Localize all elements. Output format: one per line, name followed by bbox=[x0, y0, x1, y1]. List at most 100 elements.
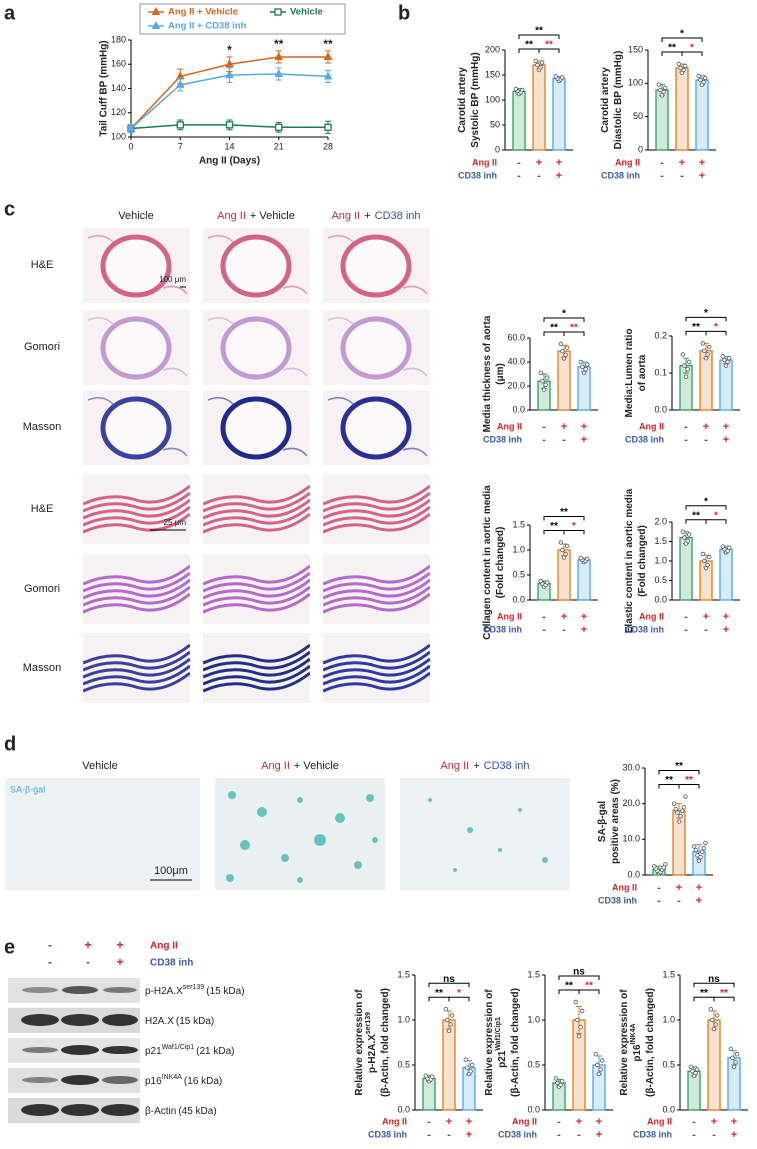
data-point bbox=[540, 379, 545, 384]
data-point bbox=[656, 82, 661, 87]
label-text: Relative expression of bbox=[484, 989, 495, 1096]
sig-bracket bbox=[705, 519, 727, 524]
condition-sign: - bbox=[692, 1116, 696, 1128]
y-tick-label: 100 bbox=[111, 131, 126, 141]
y-tick-label: 0.2 bbox=[654, 330, 667, 340]
data-point bbox=[463, 1057, 468, 1062]
y-tick-label: 200 bbox=[485, 44, 500, 54]
stain-spots bbox=[226, 791, 548, 883]
band-label: H2A.X (15 kDa) bbox=[145, 1016, 214, 1027]
y-tick-label: 0.5 bbox=[512, 569, 525, 579]
data-point bbox=[681, 67, 686, 73]
he-image bbox=[203, 473, 310, 545]
sig-bracket bbox=[678, 784, 700, 789]
marker bbox=[274, 68, 284, 77]
data-point bbox=[701, 79, 706, 85]
condition-sign: + bbox=[556, 157, 562, 169]
condition-label: Ang II bbox=[497, 611, 522, 621]
legend-label: Ang II + Vehicle bbox=[168, 7, 238, 18]
data-point bbox=[692, 844, 697, 849]
scale-label: 25 μm bbox=[164, 518, 187, 527]
y-tick-label: 100 bbox=[485, 94, 500, 104]
sig-label: * bbox=[714, 322, 718, 333]
row-label: H&E bbox=[31, 503, 54, 515]
condition-sign: + bbox=[581, 611, 587, 623]
band-name: β-Actin bbox=[145, 1106, 176, 1117]
condition-sign: + bbox=[116, 938, 123, 952]
sig-label: ** bbox=[700, 988, 708, 999]
y-tick-label: 1.0 bbox=[512, 544, 525, 554]
data-point bbox=[698, 77, 703, 83]
condition-sign: + bbox=[699, 157, 705, 169]
band-sup: INK4A bbox=[162, 1074, 183, 1081]
sig-label: ** bbox=[685, 775, 693, 786]
condition-sign: - bbox=[562, 434, 566, 446]
sig-label: ** bbox=[665, 775, 673, 786]
bar bbox=[552, 77, 566, 151]
condition-sign: - bbox=[517, 157, 521, 169]
y-tick-label: 50 bbox=[490, 119, 500, 129]
data-point bbox=[540, 60, 545, 65]
data-point bbox=[652, 864, 657, 869]
label-text: positive areas (%) bbox=[610, 779, 621, 864]
condition-sign: - bbox=[447, 1129, 451, 1141]
marker bbox=[274, 51, 284, 60]
gomori-image bbox=[323, 310, 430, 385]
data-point bbox=[423, 1073, 428, 1078]
data-point bbox=[703, 840, 708, 846]
y-tick-label: 0.0 bbox=[527, 1104, 540, 1114]
condition-sign: + bbox=[696, 882, 702, 894]
data-point bbox=[707, 554, 712, 560]
condition-sign: - bbox=[692, 1129, 696, 1141]
he-image bbox=[83, 473, 190, 545]
condition-sign: - bbox=[660, 157, 664, 169]
condition-sign: + bbox=[581, 434, 587, 446]
sig-bracket bbox=[448, 996, 470, 1002]
condition-sign: - bbox=[427, 1129, 431, 1141]
condition-label: CD38 inh bbox=[150, 958, 193, 969]
data-point bbox=[561, 555, 567, 560]
marker bbox=[323, 51, 333, 60]
blot-bands bbox=[21, 986, 139, 1116]
sig-label: ** bbox=[720, 988, 728, 999]
label-text: (Fold changed) bbox=[495, 527, 506, 599]
data-point bbox=[445, 1017, 450, 1023]
data-point bbox=[538, 578, 543, 584]
data-point bbox=[600, 1058, 605, 1063]
condition-label: CD38 inh bbox=[633, 1129, 672, 1139]
marker bbox=[275, 123, 283, 131]
data-point bbox=[658, 87, 663, 93]
condition-label: Ang II bbox=[512, 1116, 537, 1126]
annotation: * bbox=[227, 43, 232, 57]
y-tick-label: 30.0 bbox=[622, 762, 640, 772]
band-label: p16INK4A (16 kDa) bbox=[145, 1074, 222, 1087]
y-tick-label: 0.5 bbox=[397, 1059, 410, 1069]
y-tick-label: 50 bbox=[633, 111, 643, 121]
data-point bbox=[683, 374, 689, 379]
he-image bbox=[83, 228, 190, 303]
condition-sign: + bbox=[536, 157, 542, 169]
panel-label: e bbox=[4, 936, 15, 958]
y-tick-label: 0 bbox=[495, 144, 500, 154]
y-tick-label: 0.1 bbox=[654, 367, 667, 377]
condition-label: CD38 inh bbox=[483, 434, 522, 444]
data-point bbox=[695, 1067, 700, 1072]
sig-label: * bbox=[690, 43, 694, 54]
label-text: p16 bbox=[632, 1044, 643, 1062]
sig-label: ** bbox=[550, 323, 558, 334]
data-point bbox=[725, 359, 730, 365]
data-point bbox=[705, 352, 710, 357]
y-tick-label: 60.0 bbox=[507, 332, 525, 342]
condition-label: CD38 inh bbox=[498, 1129, 537, 1139]
marker bbox=[151, 6, 161, 15]
y-axis-label: (μm) bbox=[495, 363, 506, 385]
data-point bbox=[446, 1028, 452, 1033]
masson-image bbox=[83, 632, 190, 704]
y-tick-label: 0.0 bbox=[654, 594, 667, 604]
data-point bbox=[580, 364, 585, 369]
column-header: Ang II + CD38 inh bbox=[331, 210, 420, 222]
gomori-image bbox=[83, 310, 190, 385]
band-label: p-H2A.Xser139 (15 kDa) bbox=[145, 984, 245, 997]
condition-sign: + bbox=[556, 170, 562, 182]
column-header: Vehicle bbox=[118, 210, 153, 222]
